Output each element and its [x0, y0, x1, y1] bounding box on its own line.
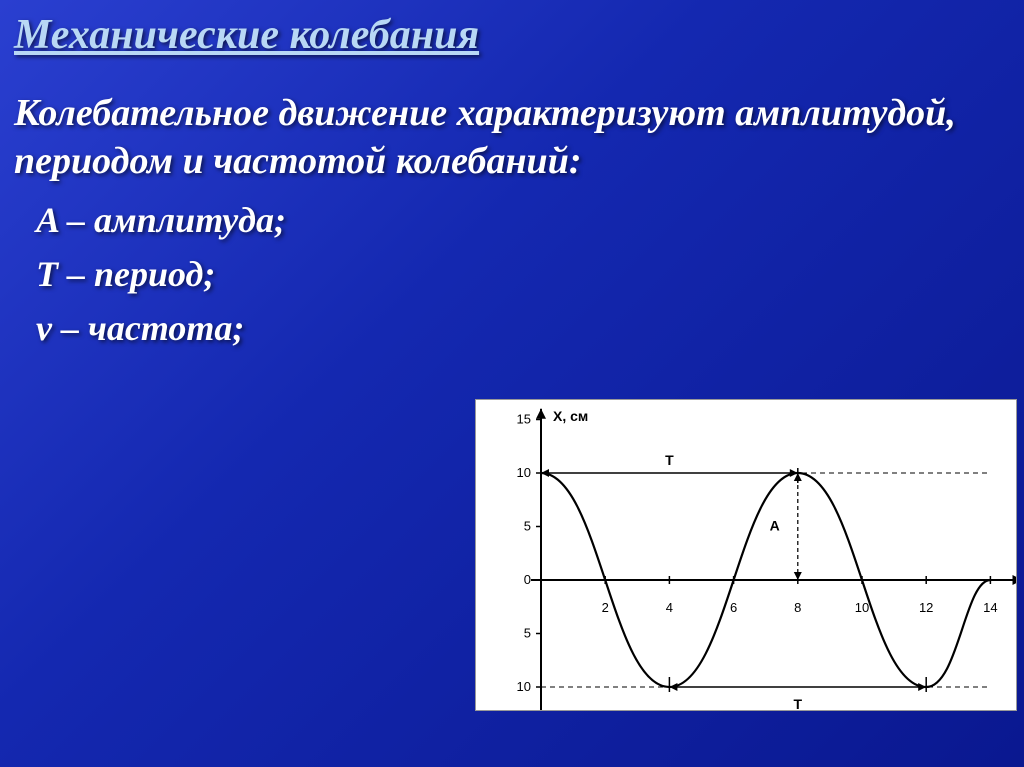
svg-text:10: 10	[517, 679, 531, 694]
svg-text:10: 10	[855, 600, 869, 615]
legend-frequency: v – частота;	[36, 301, 1010, 355]
svg-text:5: 5	[524, 626, 531, 641]
svg-text:5: 5	[524, 519, 531, 534]
svg-text:12: 12	[919, 600, 933, 615]
legend-block: A – амплитуда; T – период; v – частота;	[0, 185, 1024, 355]
svg-text:A: A	[770, 518, 780, 534]
svg-text:X, см: X, см	[553, 408, 588, 424]
svg-text:6: 6	[730, 600, 737, 615]
slide: Механические колебания Колебательное дви…	[0, 0, 1024, 767]
svg-text:10: 10	[517, 465, 531, 480]
slide-subtitle: Колебательное движение характеризуют амп…	[0, 58, 1024, 185]
slide-title: Механические колебания	[0, 0, 1024, 58]
svg-text:T: T	[665, 452, 674, 468]
svg-text:15: 15	[517, 412, 531, 427]
svg-text:14: 14	[983, 600, 997, 615]
svg-text:8: 8	[794, 600, 801, 615]
svg-text:4: 4	[666, 600, 673, 615]
legend-period: T – период;	[36, 247, 1010, 301]
svg-text:0: 0	[524, 572, 531, 587]
svg-text:T: T	[794, 696, 803, 710]
legend-amplitude: A – амплитуда;	[36, 193, 1010, 247]
svg-text:2: 2	[602, 600, 609, 615]
oscillation-chart: X, смt, с151050510152468101214TTA	[475, 399, 1017, 711]
